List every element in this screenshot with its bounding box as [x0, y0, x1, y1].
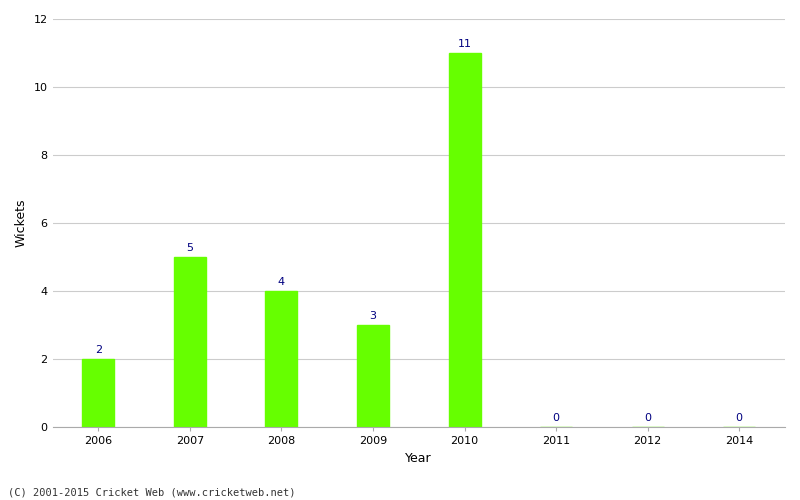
X-axis label: Year: Year [406, 452, 432, 465]
Text: 0: 0 [553, 414, 560, 424]
Text: 3: 3 [370, 311, 377, 321]
Bar [357, 326, 389, 428]
Bar [266, 292, 298, 428]
Y-axis label: Wickets: Wickets [15, 199, 28, 248]
Text: (C) 2001-2015 Cricket Web (www.cricketweb.net): (C) 2001-2015 Cricket Web (www.cricketwe… [8, 488, 295, 498]
Bar [449, 53, 481, 428]
Text: 5: 5 [186, 243, 194, 253]
Bar [82, 360, 114, 428]
Text: 11: 11 [458, 39, 471, 49]
Text: 0: 0 [736, 414, 742, 424]
Text: 2: 2 [94, 346, 102, 356]
Bar [174, 257, 206, 428]
Text: 0: 0 [644, 414, 651, 424]
Text: 4: 4 [278, 277, 285, 287]
